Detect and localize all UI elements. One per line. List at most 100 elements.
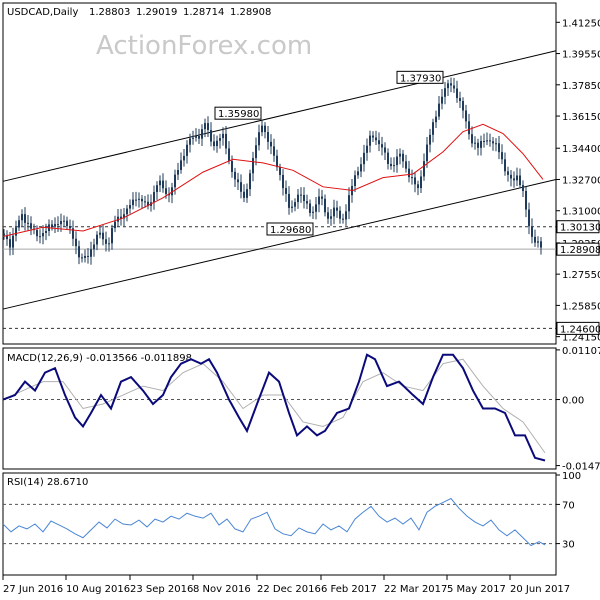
candle-body bbox=[468, 121, 470, 135]
candle-body bbox=[51, 224, 53, 227]
macd-panel-frame bbox=[2, 347, 557, 470]
candle-body bbox=[372, 135, 374, 138]
annotation-label: 1.35980 bbox=[218, 109, 259, 120]
candle-body bbox=[483, 140, 485, 142]
candle-body bbox=[387, 152, 389, 164]
candle-body bbox=[297, 194, 299, 203]
candle-body bbox=[531, 226, 533, 237]
candle-body bbox=[54, 224, 56, 227]
candle-body bbox=[126, 208, 128, 215]
candle-body bbox=[180, 160, 182, 170]
price-panel: ActionForex.com USDCAD,Daily 1.28803 1.2… bbox=[2, 2, 600, 345]
candle-body bbox=[198, 136, 200, 139]
rsi-y-tick-label: 100 bbox=[562, 471, 581, 482]
candle-body bbox=[186, 144, 188, 156]
x-tick-label: 10 Aug 2016 bbox=[66, 584, 130, 595]
candle-body bbox=[453, 85, 455, 89]
candle-body bbox=[123, 214, 125, 219]
candle-body bbox=[57, 224, 59, 226]
candle-body bbox=[291, 206, 293, 208]
candle-body bbox=[267, 132, 269, 142]
date-axis: 27 Jun 2016 10 Aug 2016 23 Sep 2016 8 Nov 2… bbox=[2, 575, 570, 595]
candle-body bbox=[105, 239, 107, 244]
candle-body bbox=[171, 187, 173, 196]
candle-body bbox=[282, 174, 284, 189]
candle-body bbox=[30, 223, 32, 229]
candle-body bbox=[330, 216, 332, 219]
price-y-tick-label: 1.31000 bbox=[562, 207, 600, 218]
x-tick-label: 27 Jun 2016 bbox=[3, 584, 63, 595]
candle-body bbox=[192, 137, 194, 139]
channel-line bbox=[2, 178, 557, 310]
candle-body bbox=[492, 141, 494, 144]
candle-body bbox=[447, 83, 449, 89]
rsi-panel-frame bbox=[2, 472, 557, 576]
candle-body bbox=[300, 194, 302, 196]
candle-body bbox=[129, 205, 131, 209]
candle-body bbox=[9, 239, 11, 248]
candle-body bbox=[162, 180, 164, 189]
candle-body bbox=[234, 171, 236, 180]
candle-body bbox=[258, 132, 260, 146]
candle-body bbox=[519, 175, 521, 186]
candle-body bbox=[36, 229, 38, 237]
candle-body bbox=[120, 216, 122, 219]
candle-body bbox=[168, 193, 170, 196]
candle-body bbox=[318, 196, 320, 205]
candle-body bbox=[99, 232, 101, 235]
candle-body bbox=[231, 160, 233, 172]
candle-body bbox=[183, 155, 185, 161]
candle-body bbox=[66, 220, 68, 227]
candle-body bbox=[528, 209, 530, 227]
annotation-box bbox=[266, 222, 314, 236]
candle-body bbox=[384, 147, 386, 153]
candle-body bbox=[336, 207, 338, 211]
candle-body bbox=[21, 214, 23, 221]
candle-body bbox=[294, 202, 296, 207]
candle-body bbox=[456, 88, 458, 99]
price-y-tick-label: 1.34400 bbox=[562, 144, 600, 155]
candle-body bbox=[15, 227, 17, 236]
level-label: 1.28908 bbox=[560, 245, 600, 256]
candle-body bbox=[87, 255, 89, 257]
candle-body bbox=[249, 173, 251, 190]
candle-body bbox=[177, 169, 179, 175]
macd-line bbox=[2, 353, 546, 462]
candle-body bbox=[537, 241, 539, 243]
candle-body bbox=[375, 137, 377, 141]
macd-title: MACD(12,26,9) -0.013566 -0.011898 bbox=[7, 353, 192, 364]
ohlc-low: 1.28714 bbox=[183, 7, 224, 18]
candle-body bbox=[411, 177, 413, 179]
candle-body bbox=[324, 198, 326, 213]
candle-body bbox=[510, 174, 512, 179]
candle-body bbox=[339, 210, 341, 219]
candle-body bbox=[525, 190, 527, 210]
level-label-box bbox=[556, 220, 600, 234]
candle-body bbox=[327, 212, 329, 219]
level-label: 1.30130 bbox=[560, 223, 600, 234]
candle-body bbox=[513, 178, 515, 181]
channel-line bbox=[2, 50, 557, 182]
candle-body bbox=[435, 116, 437, 123]
candle-body bbox=[501, 152, 503, 160]
candle-body bbox=[390, 163, 392, 167]
candle-body bbox=[402, 153, 404, 162]
candle-body bbox=[381, 144, 383, 148]
x-tick-label: 22 Dec 2016 bbox=[257, 584, 321, 595]
candle-body bbox=[354, 175, 356, 186]
candle-body bbox=[396, 156, 398, 166]
candle-body bbox=[342, 218, 344, 220]
candle-body bbox=[279, 167, 281, 175]
candle-body bbox=[84, 255, 86, 258]
candle-body bbox=[534, 236, 536, 243]
candle-body bbox=[366, 145, 368, 153]
annotation-box bbox=[396, 70, 444, 84]
x-tick-label: 5 May 2017 bbox=[447, 584, 506, 595]
candle-body bbox=[348, 195, 350, 212]
candle-body bbox=[240, 182, 242, 192]
candle-body bbox=[12, 235, 14, 248]
candle-body bbox=[480, 140, 482, 148]
candle-body bbox=[414, 177, 416, 185]
price-y-tick-label: 1.41250 bbox=[562, 18, 600, 29]
x-tick-label: 8 Nov 2016 bbox=[193, 584, 251, 595]
